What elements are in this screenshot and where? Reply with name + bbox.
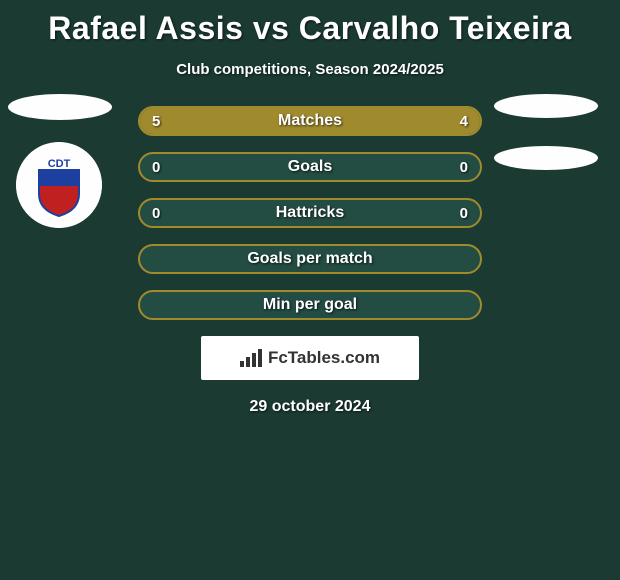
brand-text: FcTables.com: [268, 348, 380, 368]
subtitle: Club competitions, Season 2024/2025: [0, 61, 620, 78]
stat-label: Hattricks: [140, 200, 480, 226]
player-right-disc-1: [494, 94, 598, 118]
stat-bars: 54Matches 00Goals 00Hattricks Goals per mat…: [138, 106, 482, 320]
stat-label: Matches: [140, 108, 480, 134]
stat-label: Min per goal: [140, 292, 480, 318]
stat-row: 00Hattricks: [138, 198, 482, 228]
bars-icon: [240, 349, 262, 367]
stat-row: 54Matches: [138, 106, 482, 136]
club-badge-left: CDT: [16, 142, 102, 228]
brand-box: FcTables.com: [201, 336, 419, 380]
player-right-column: [494, 94, 606, 198]
comparison-arena: CDT 54Matches 00Goals 00Hattricks Goals per…: [0, 106, 620, 320]
player-left-column: CDT: [8, 94, 120, 228]
stat-row: 00Goals: [138, 152, 482, 182]
stat-row: Goals per match: [138, 244, 482, 274]
player-left-disc: [8, 94, 112, 120]
stat-label: Goals per match: [140, 246, 480, 272]
club-badge-letters: CDT: [48, 158, 71, 170]
date-text: 29 october 2024: [0, 398, 620, 416]
page-title: Rafael Assis vs Carvalho Teixeira: [0, 0, 620, 47]
stat-label: Goals: [140, 154, 480, 180]
stat-row: Min per goal: [138, 290, 482, 320]
player-right-disc-2: [494, 146, 598, 170]
